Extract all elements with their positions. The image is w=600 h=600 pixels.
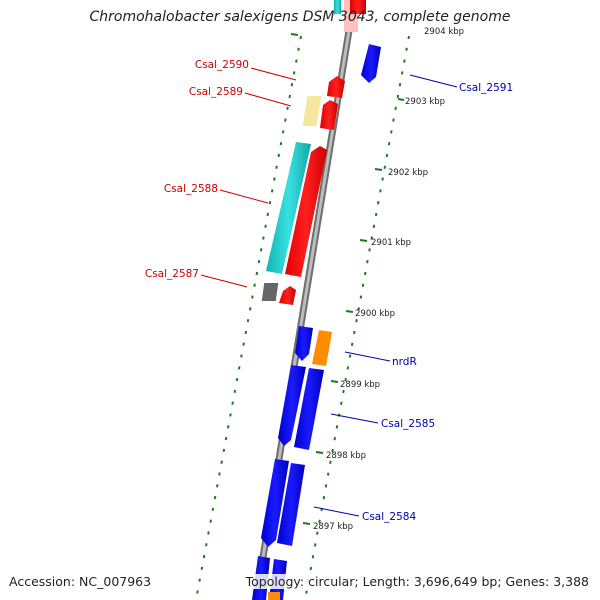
accession-label: Accession: (9, 574, 80, 589)
feature-csal-2584-b (277, 463, 305, 546)
feature-gray (261, 283, 279, 301)
gene-label-reverse: Csal_2585 (381, 418, 435, 430)
feature-nrdR (295, 326, 313, 361)
feature-csal-2585-b (294, 368, 324, 450)
position-label: 2900 kbp (355, 309, 395, 319)
feature-csal-2589 (320, 100, 338, 130)
position-label: 2901 kbp (371, 238, 411, 248)
position-label: 2902 kbp (388, 168, 428, 178)
feature-csal-2587 (279, 286, 296, 305)
gene-label-reverse: Csal_2584 (362, 511, 416, 523)
gene-label-reverse: Csal_2591 (459, 82, 513, 94)
gene-label-forward: Csal_2590 (195, 59, 249, 71)
map-title: Chromohalobacter salexigens DSM 3043, co… (89, 9, 511, 25)
position-label: 2898 kbp (326, 451, 366, 461)
feature-red-top (350, 0, 366, 14)
feature-yellow (302, 96, 322, 126)
accession: Accession: NC_007963 (9, 574, 151, 589)
position-label: 2903 kbp (405, 97, 445, 107)
feature-csal-2585-a (278, 365, 306, 446)
forward-leaders (200, 67, 297, 288)
position-label: 2897 kbp (313, 522, 353, 532)
feature-cyan-top (334, 0, 341, 14)
accession-value: NC_007963 (79, 574, 152, 589)
feature-bottom-orange (268, 592, 280, 600)
genome-summary: Topology: circular; Length: 3,696,649 bp… (243, 574, 591, 589)
genome-summary-text: Topology: circular; Length: 3,696,649 bp… (245, 574, 589, 589)
feature-nrdR-orange (312, 330, 332, 366)
position-label: 2904 kbp (424, 27, 464, 37)
gene-label-forward: Csal_2589 (189, 86, 243, 98)
feature-csal-2584-a (261, 459, 289, 547)
gene-label-forward: Csal_2588 (164, 183, 218, 195)
gene-label-forward: Csal_2587 (145, 268, 199, 280)
position-ticks (290, 33, 405, 525)
feature-csal-2590 (327, 76, 345, 98)
gene-label-reverse: nrdR (392, 356, 417, 368)
position-label: 2899 kbp (340, 380, 380, 390)
feature-csal-2588 (285, 146, 327, 277)
feature-csal-2591 (361, 44, 381, 83)
reverse-leaders (313, 74, 458, 517)
feature-cyan-2588 (266, 142, 311, 274)
